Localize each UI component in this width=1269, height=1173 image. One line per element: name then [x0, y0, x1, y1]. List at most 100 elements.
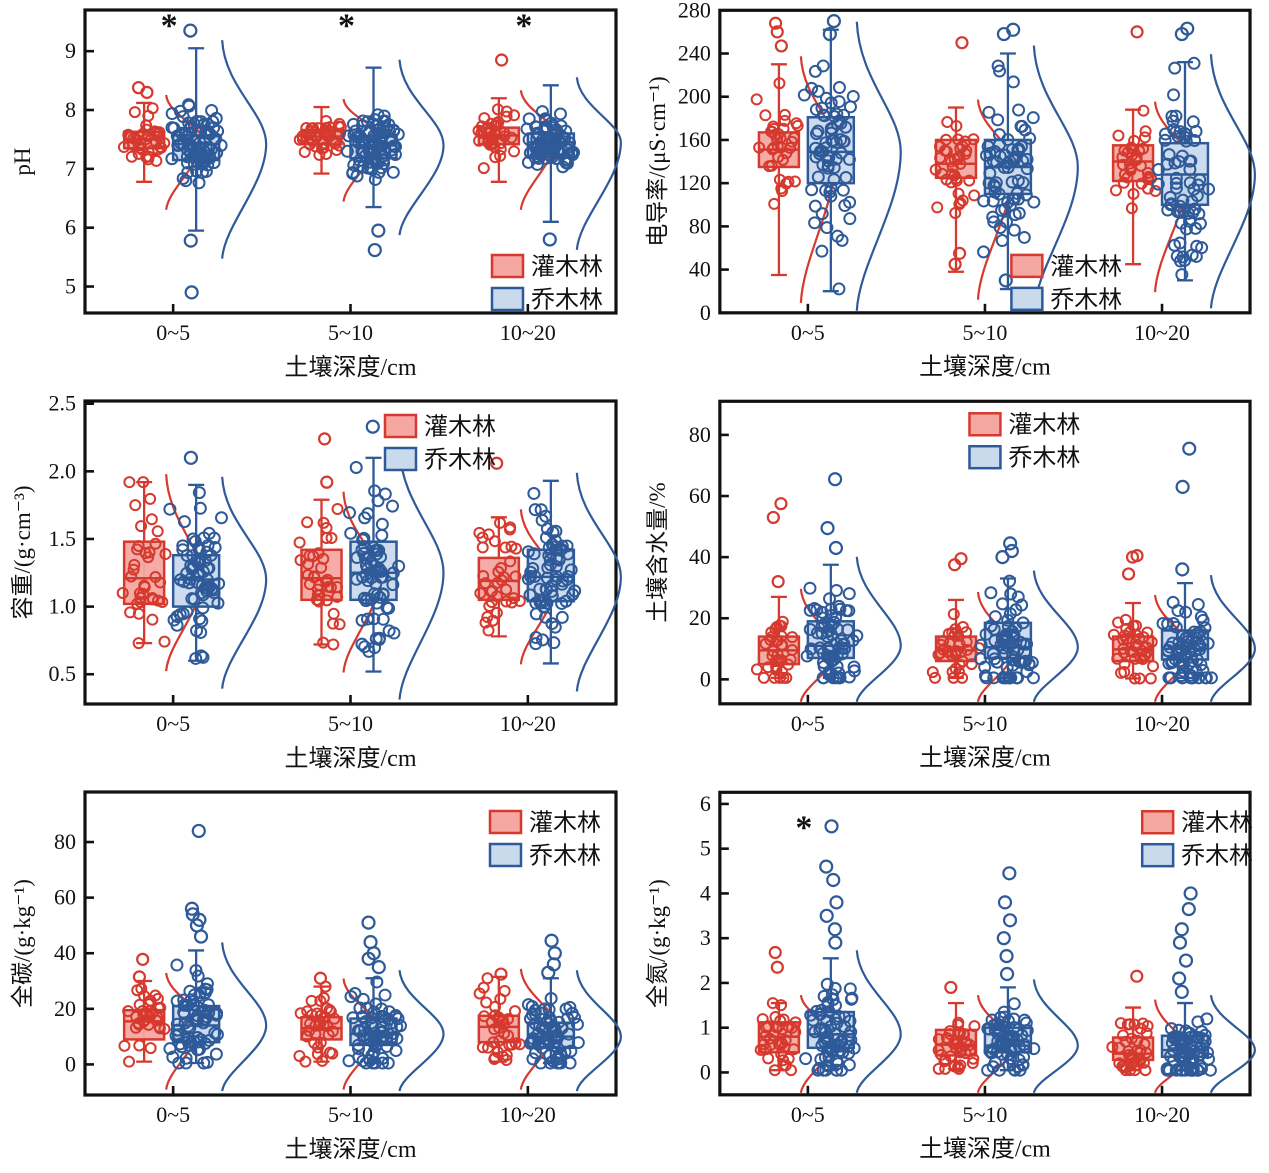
point [814, 144, 828, 158]
outlier-point [1002, 866, 1017, 881]
outlier-point [828, 540, 844, 556]
point [473, 987, 486, 1000]
outlier-point [1172, 971, 1187, 986]
point [829, 152, 843, 166]
x-axis: 0~5 5~10 10~20 土壤深度/cm [791, 1085, 1190, 1163]
point [537, 122, 551, 136]
raincloud-乔木林-5~10 [974, 536, 1079, 703]
raincloud-乔木林-10~20 [1160, 886, 1256, 1094]
point [773, 77, 786, 90]
point [815, 244, 829, 258]
point [193, 612, 207, 626]
point [376, 587, 390, 601]
point [494, 516, 507, 529]
legend-swatch-shrub [968, 412, 1002, 437]
point [1125, 161, 1138, 174]
outlier-point [1178, 953, 1194, 968]
point [779, 1034, 792, 1047]
point [1179, 1063, 1193, 1077]
point [1016, 616, 1030, 630]
point [978, 669, 992, 683]
point [974, 638, 988, 652]
x-tick-label: 10~20 [500, 1102, 556, 1127]
point [808, 64, 822, 78]
point [308, 571, 321, 584]
point [178, 126, 192, 140]
point [124, 606, 137, 619]
point [824, 96, 838, 110]
point [199, 986, 213, 1000]
point [505, 596, 518, 609]
outlier-point [770, 25, 784, 39]
point [1176, 671, 1190, 685]
outlier-point [363, 935, 378, 950]
point [950, 120, 963, 133]
point [475, 126, 488, 139]
point [983, 166, 997, 180]
outlier-point [547, 946, 562, 961]
point [800, 649, 814, 663]
data-points [926, 552, 986, 684]
point [483, 600, 496, 613]
point [535, 513, 549, 527]
significance-asterisk: * [515, 7, 532, 44]
x-tick-label: 0~5 [156, 1102, 190, 1127]
point [381, 1056, 395, 1070]
significance-asterisk: * [161, 7, 178, 44]
point [993, 64, 1007, 78]
point [500, 595, 513, 608]
y-tick-label: 2 [700, 970, 711, 995]
point [824, 181, 838, 195]
outlier-point [829, 895, 844, 910]
point [977, 194, 991, 208]
point [358, 511, 372, 525]
x-tick-label: 5~10 [963, 320, 1008, 345]
legend-label-arbor: 乔木林 [529, 843, 601, 870]
point [488, 535, 501, 548]
point [150, 1014, 163, 1027]
x-tick-label: 10~20 [1134, 711, 1190, 736]
y-tick-label: 1 [700, 1015, 711, 1040]
point [179, 998, 193, 1012]
point [143, 546, 156, 559]
point [947, 1037, 960, 1050]
point [968, 189, 981, 202]
raincloud-灌木林-5~10 [929, 36, 1016, 300]
point [926, 666, 939, 679]
point [1119, 1064, 1132, 1077]
point [786, 644, 799, 657]
outlier-point [1175, 562, 1190, 577]
raincloud-乔木林-5~10 [342, 915, 445, 1092]
y-tick-label: 6 [65, 215, 76, 240]
point [838, 641, 852, 655]
point [968, 1020, 981, 1033]
point [988, 180, 1002, 194]
point [1133, 672, 1146, 685]
point [368, 484, 382, 498]
point [195, 579, 209, 593]
point [1027, 195, 1041, 209]
point [378, 114, 392, 128]
outlier-point [490, 456, 504, 470]
y-tick-label: 60 [689, 483, 711, 508]
point [1184, 668, 1198, 682]
point [498, 126, 511, 139]
point [991, 113, 1005, 127]
point [314, 1009, 327, 1022]
point [116, 586, 129, 599]
raincloud-灌木林-5~10 [293, 98, 381, 202]
point [843, 982, 857, 996]
panel-water-content: 0 20 40 60 80 土壤含水量/% 0~5 5~10 10~20 土壤深度/cm 灌木林 乔木… [635, 391, 1269, 782]
point [186, 532, 200, 546]
point [364, 557, 378, 571]
y-tick-label: 20 [54, 996, 76, 1021]
point [350, 130, 364, 144]
outlier-point [948, 257, 962, 271]
raincloud-乔木林-0~5 [799, 819, 902, 1094]
point [1128, 1018, 1141, 1031]
point [382, 1012, 396, 1026]
point [1004, 587, 1018, 601]
raincloud-乔木林-10~20 [1156, 441, 1256, 703]
point [182, 126, 196, 140]
